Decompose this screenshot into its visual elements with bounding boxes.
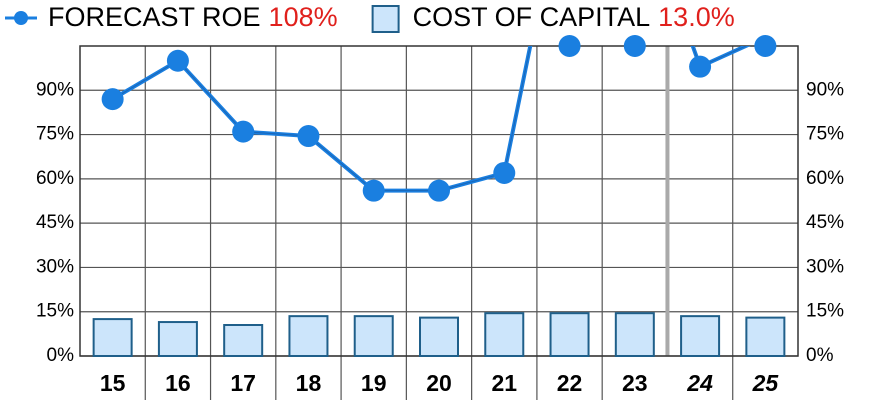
legend-headline: 13.0% xyxy=(658,2,735,32)
point xyxy=(297,125,320,148)
point xyxy=(689,55,712,78)
bar xyxy=(614,312,655,358)
y-tick-label-right: 15% xyxy=(806,301,844,322)
legend-swatch xyxy=(371,5,400,33)
x-tick-label: 17 xyxy=(230,370,256,396)
y-tick-label: 45% xyxy=(36,212,74,233)
bar xyxy=(223,324,264,357)
bar xyxy=(745,316,786,357)
bar xyxy=(353,315,394,357)
x-tick-label: 15 xyxy=(100,370,126,396)
point xyxy=(101,88,124,111)
y-tick-label-right: 60% xyxy=(806,168,844,189)
x-tick-label: 21 xyxy=(491,370,517,396)
x-tick-label: 20 xyxy=(426,370,452,396)
x-tick-label: 19 xyxy=(361,370,387,396)
x-tick-label: 23 xyxy=(622,370,648,396)
point xyxy=(428,179,450,202)
legend-headline: 108% xyxy=(269,2,338,32)
y-tick-label: 90% xyxy=(36,79,74,100)
x-tick-label: 22 xyxy=(557,370,583,396)
legend-label: FORECAST ROE xyxy=(48,2,261,32)
y-tick-label-right: 75% xyxy=(806,124,844,145)
point xyxy=(558,35,581,57)
bar xyxy=(288,315,329,357)
point xyxy=(362,179,385,202)
y-tick-label-right: 0% xyxy=(806,345,834,366)
legend-dot xyxy=(14,11,28,25)
y-tick-label-right: 90% xyxy=(806,79,844,100)
point xyxy=(493,161,516,184)
bar xyxy=(157,321,198,357)
y-tick-label: 30% xyxy=(36,256,74,277)
bar xyxy=(92,318,133,358)
x-tick-label: 16 xyxy=(165,370,191,396)
x-tick-label: 25 xyxy=(752,370,780,396)
y-tick-label-right: 45% xyxy=(806,212,844,233)
bar xyxy=(419,316,459,357)
x-tick-label: 24 xyxy=(686,370,713,396)
point xyxy=(623,35,646,57)
y-tick-label-right: 30% xyxy=(806,256,844,277)
y-tick-label: 75% xyxy=(36,124,74,145)
legend-label: COST OF CAPITAL xyxy=(413,2,651,32)
y-tick-label: 60% xyxy=(36,168,74,189)
x-tick-label: 18 xyxy=(296,370,322,396)
y-tick-label: 15% xyxy=(36,301,74,322)
y-tick-label: 0% xyxy=(47,345,75,366)
bar xyxy=(549,312,590,358)
bar xyxy=(484,312,525,358)
point xyxy=(166,49,189,72)
point xyxy=(232,120,255,143)
bar xyxy=(680,315,721,357)
point xyxy=(754,35,777,57)
